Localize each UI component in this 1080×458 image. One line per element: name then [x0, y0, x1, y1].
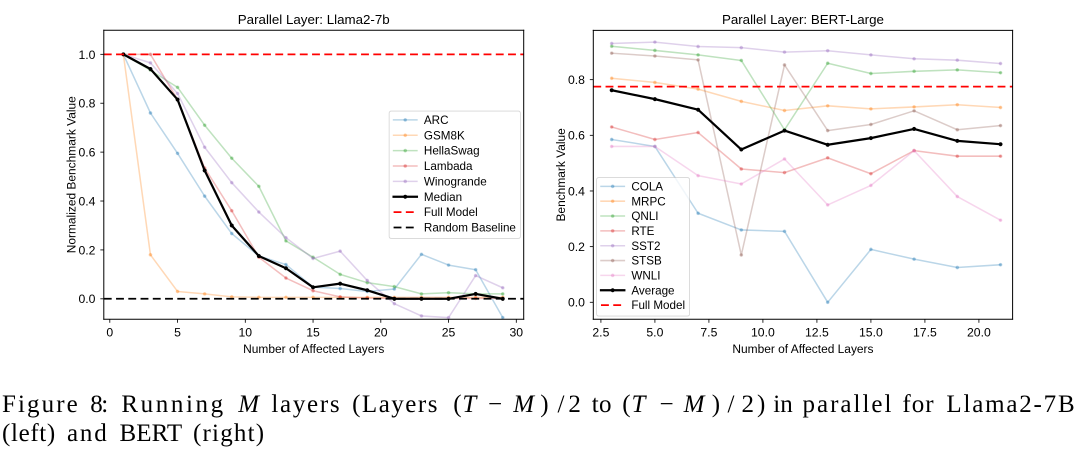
svg-text:Parallel Layer: Llama2-7b: Parallel Layer: Llama2-7b	[238, 12, 390, 27]
svg-text:GSM8K: GSM8K	[424, 129, 465, 142]
svg-text:Full Model: Full Model	[631, 299, 685, 312]
svg-text:Median: Median	[424, 191, 462, 204]
svg-text:0.4: 0.4	[568, 184, 585, 198]
svg-text:10.0: 10.0	[751, 325, 775, 339]
svg-text:0: 0	[106, 325, 113, 339]
svg-text:Parallel Layer: BERT-Large: Parallel Layer: BERT-Large	[722, 12, 884, 27]
svg-text:Lambada: Lambada	[424, 160, 473, 173]
svg-text:10: 10	[239, 325, 253, 339]
svg-text:2.5: 2.5	[592, 325, 609, 339]
svg-text:Benchmark Value: Benchmark Value	[554, 128, 568, 222]
svg-text:SST2: SST2	[631, 240, 660, 253]
svg-text:20: 20	[374, 325, 388, 339]
svg-text:12.5: 12.5	[805, 325, 829, 339]
svg-text:30: 30	[510, 325, 524, 339]
svg-text:QNLI: QNLI	[631, 210, 658, 223]
svg-text:0.2: 0.2	[568, 240, 585, 254]
svg-text:1.0: 1.0	[78, 48, 95, 62]
svg-text:Number of Affected Layers: Number of Affected Layers	[732, 342, 873, 356]
svg-text:25: 25	[442, 325, 456, 339]
svg-text:0.6: 0.6	[78, 146, 95, 160]
svg-text:0.2: 0.2	[78, 243, 95, 257]
svg-text:5.0: 5.0	[646, 325, 663, 339]
svg-text:ARC: ARC	[424, 114, 449, 127]
svg-text:Normalized Benchmark Value: Normalized Benchmark Value	[64, 96, 78, 253]
svg-text:Full Model: Full Model	[424, 206, 478, 219]
svg-text:17.5: 17.5	[913, 325, 937, 339]
svg-text:5: 5	[174, 325, 181, 339]
svg-text:15: 15	[306, 325, 320, 339]
svg-text:20.0: 20.0	[967, 325, 991, 339]
svg-text:0.6: 0.6	[568, 129, 585, 143]
svg-text:0.8: 0.8	[78, 97, 95, 111]
svg-text:RTE: RTE	[631, 225, 654, 238]
svg-text:Random Baseline: Random Baseline	[424, 222, 516, 235]
svg-text:15.0: 15.0	[859, 325, 883, 339]
svg-text:0.8: 0.8	[568, 73, 585, 87]
svg-text:WNLI: WNLI	[631, 269, 660, 282]
svg-text:STSB: STSB	[631, 255, 662, 268]
svg-text:Winogrande: Winogrande	[424, 175, 487, 188]
svg-text:Number of Affected Layers: Number of Affected Layers	[243, 342, 384, 356]
svg-text:COLA: COLA	[631, 180, 663, 193]
svg-text:0.0: 0.0	[78, 292, 95, 306]
svg-text:HellaSwag: HellaSwag	[424, 145, 480, 158]
svg-text:0.4: 0.4	[78, 194, 95, 208]
svg-text:MRPC: MRPC	[631, 195, 665, 208]
svg-text:0.0: 0.0	[568, 296, 585, 310]
svg-text:7.5: 7.5	[700, 325, 717, 339]
svg-text:Average: Average	[631, 284, 674, 297]
